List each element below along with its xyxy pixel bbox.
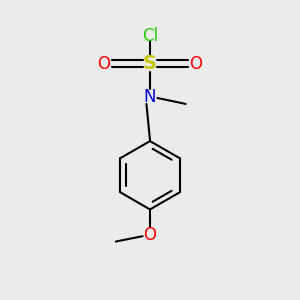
Text: O: O: [190, 55, 202, 73]
Text: O: O: [143, 226, 157, 244]
Text: O: O: [98, 55, 110, 73]
Text: Cl: Cl: [142, 27, 158, 45]
Text: N: N: [144, 88, 156, 106]
Text: S: S: [143, 54, 157, 73]
